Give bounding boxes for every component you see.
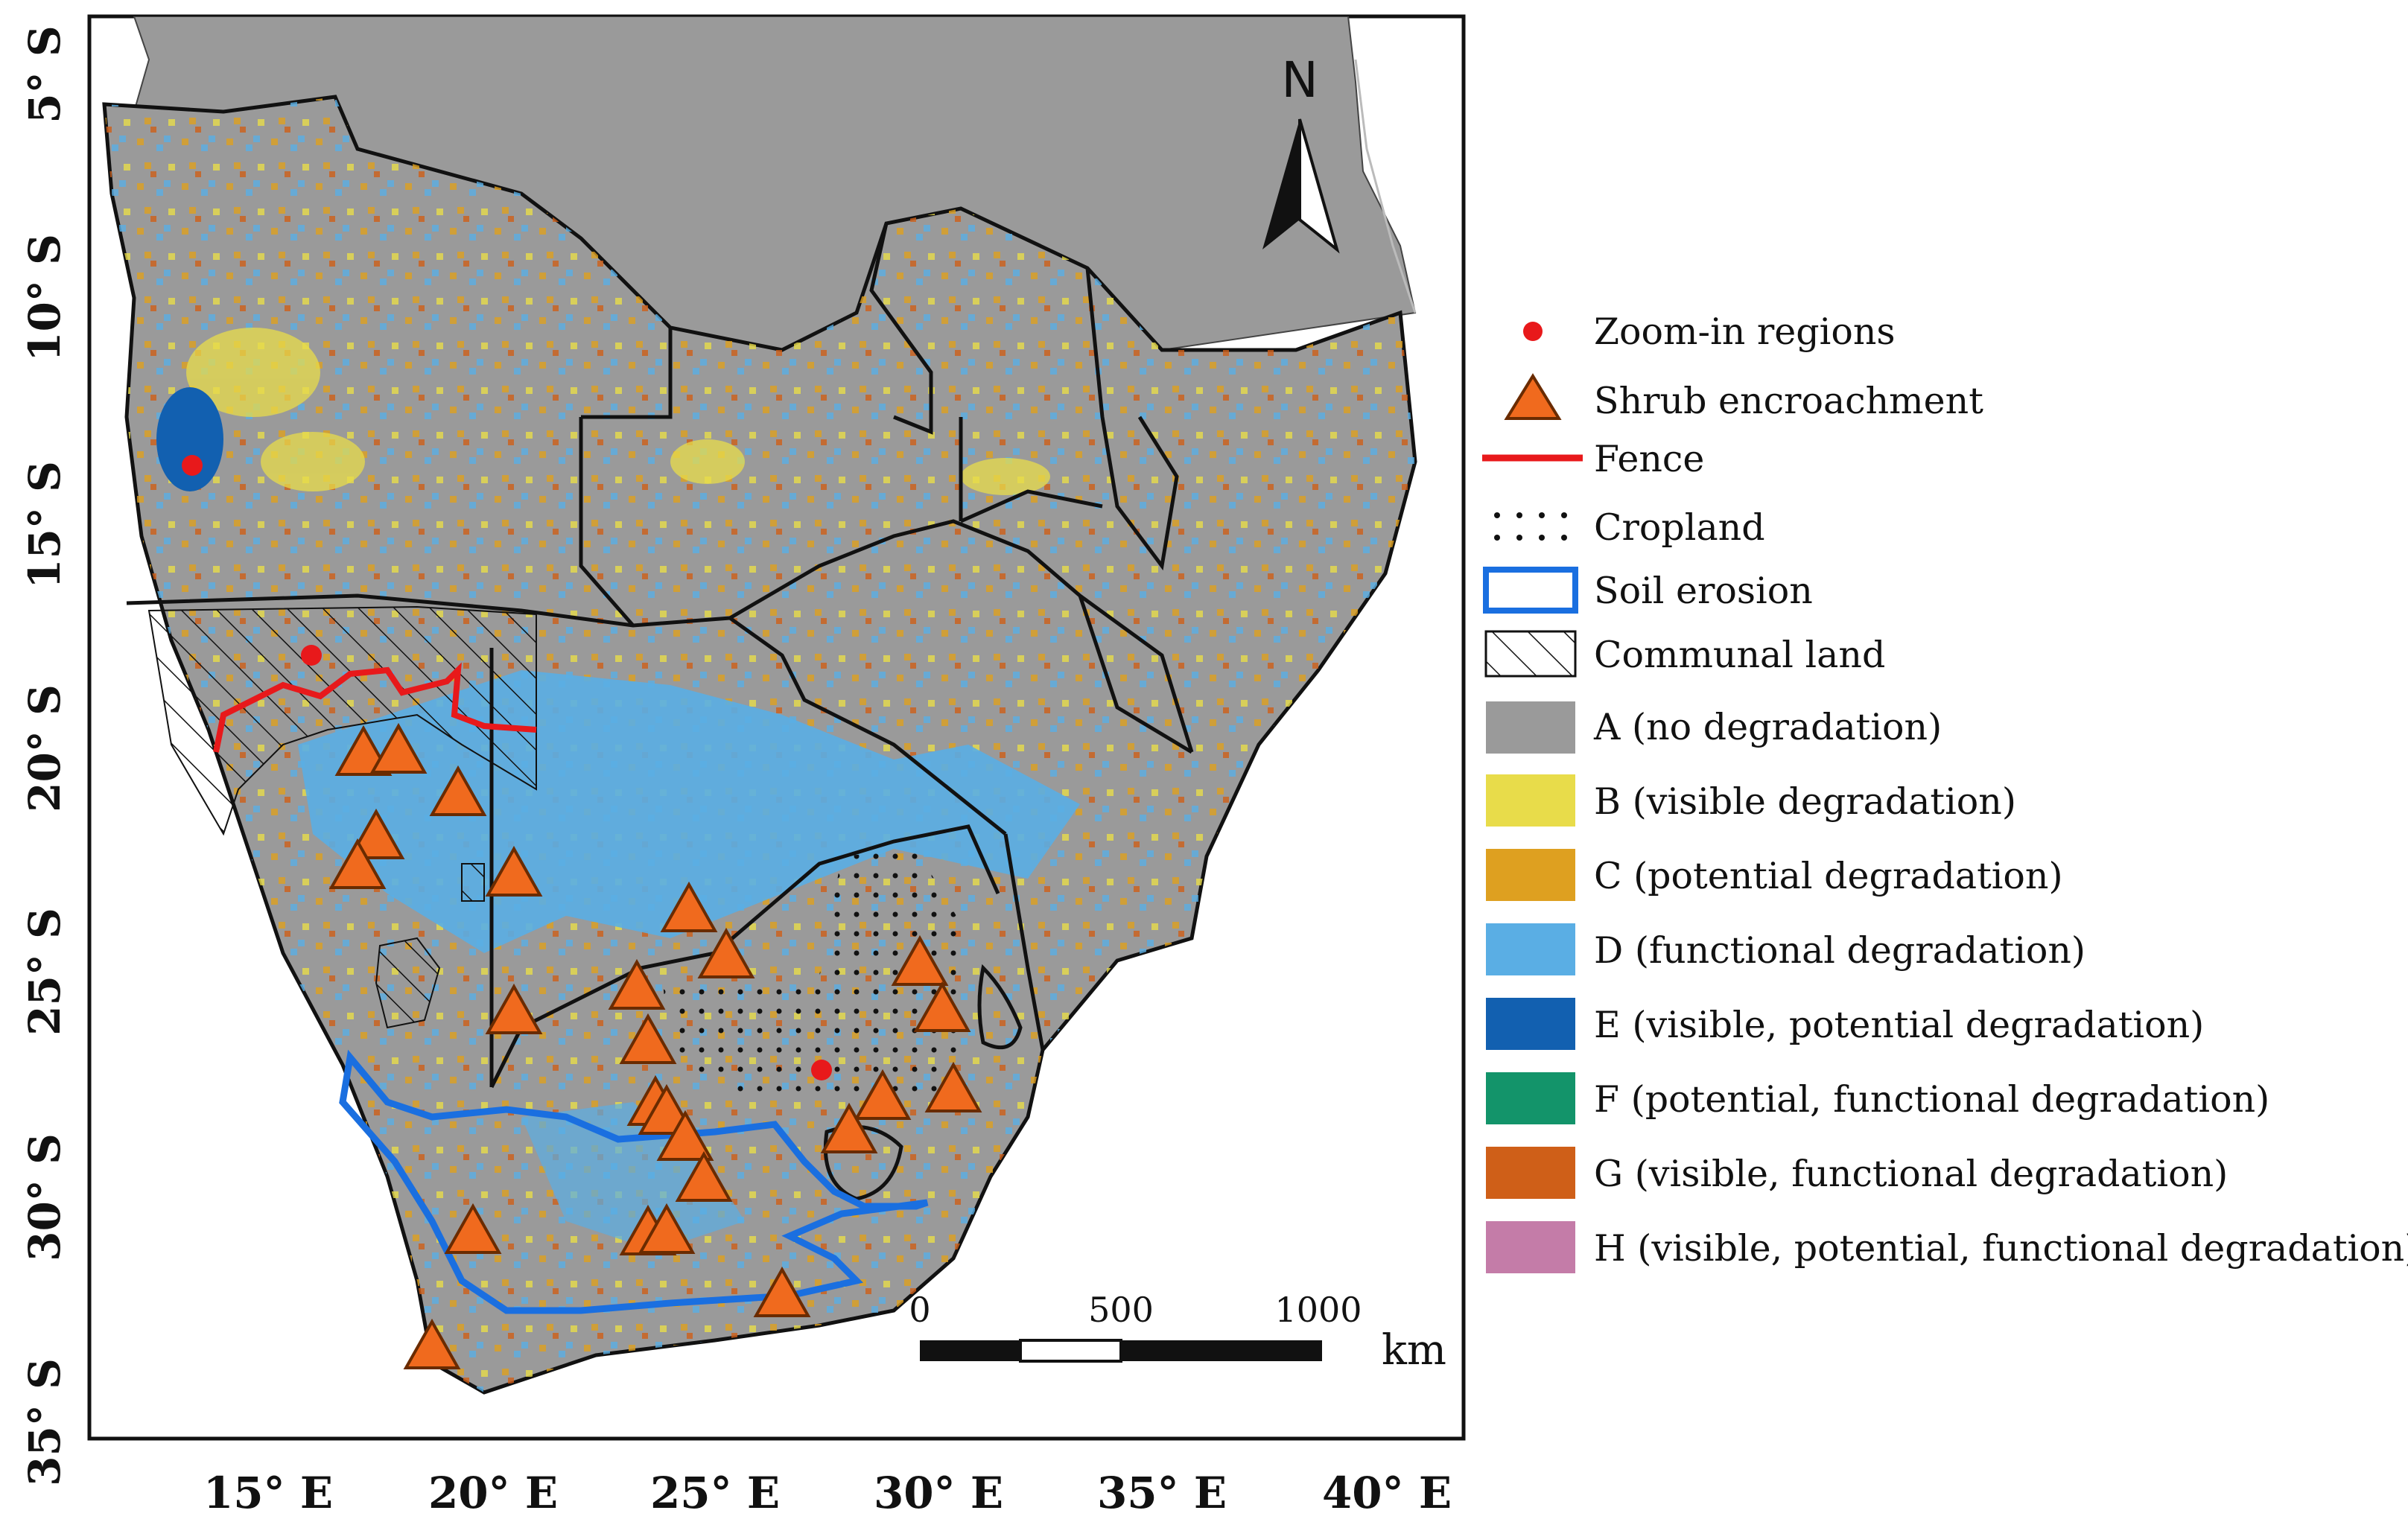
lon-tick-40e: 40° E: [1322, 1468, 1452, 1518]
longitude-ticks: 15° E 20° E 25° E 30° E 35° E 40° E: [203, 1468, 1452, 1518]
lon-tick-25e: 25° E: [650, 1468, 780, 1518]
legend-swatch-f: [1486, 1072, 1575, 1124]
scale-label-0: 0: [909, 1290, 930, 1330]
legend-label-communal: Communal land: [1594, 634, 1885, 676]
legend-swatch-g: [1486, 1147, 1575, 1199]
north-arrow: N: [1262, 51, 1340, 254]
lat-tick-5s: 5° S: [19, 25, 70, 123]
scale-label-500: 500: [1088, 1290, 1154, 1330]
legend-label-erosion: Soil erosion: [1594, 570, 1813, 612]
legend-symbol-zoom: [1523, 322, 1543, 341]
legend-swatch-d: [1486, 923, 1575, 975]
scale-unit: km: [1382, 1326, 1446, 1375]
communal-land-areas: [147, 605, 537, 1029]
legend-symbol-erosion: [1483, 567, 1578, 614]
class-b-patches: [186, 328, 1050, 495]
lon-tick-35e: 35° E: [1097, 1468, 1227, 1518]
legend-label-g: G (visible, functional degradation): [1594, 1153, 2228, 1195]
lat-tick-10s: 10° S: [19, 234, 70, 362]
cropland-area: [663, 849, 968, 1102]
lat-tick-30s: 30° S: [19, 1133, 70, 1261]
north-label: N: [1281, 51, 1318, 109]
scale-label-1000: 1000: [1274, 1290, 1362, 1330]
legend-swatch-h: [1486, 1221, 1575, 1273]
lat-tick-25s: 25° S: [19, 908, 70, 1036]
legend-swatch-a: [1486, 701, 1575, 754]
class-d-zone-south: [521, 1102, 745, 1251]
latitude-ticks: 5° S 10° S 15° S 20° S 25° S 30° S 35° S: [19, 25, 70, 1486]
lat-tick-35s: 35° S: [19, 1358, 70, 1486]
legend-symbol-cropland: [1494, 512, 1567, 541]
legend-label-f: F (potential, functional degradation): [1594, 1078, 2269, 1121]
lon-tick-20e: 20° E: [428, 1468, 558, 1518]
legend: Zoom-in regions Shrub encroachment Fence…: [1482, 311, 2408, 1273]
legend-label-h: H (visible, potential, functional degrad…: [1594, 1227, 2408, 1270]
legend-label-d: D (functional degradation): [1594, 929, 2085, 972]
legend-label-fence: Fence: [1594, 438, 1704, 480]
scale-bar: 0 500 1000 km: [909, 1290, 1446, 1375]
legend-label-zoom: Zoom-in regions: [1594, 311, 1896, 353]
lon-tick-15e: 15° E: [203, 1468, 333, 1518]
lon-tick-30e: 30° E: [874, 1468, 1003, 1518]
fence-line: [213, 662, 537, 753]
lat-tick-15s: 15° S: [19, 461, 70, 589]
legend-label-c: C (potential degradation): [1594, 855, 2063, 897]
legend-symbol-shrub: [1504, 373, 1562, 420]
legend-label-cropland: Cropland: [1594, 506, 1765, 549]
legend-label-a: A (no degradation): [1593, 706, 1942, 748]
zoom-in-markers: [182, 455, 832, 1080]
soil-erosion-area: [339, 1049, 929, 1314]
legend-label-e: E (visible, potential degradation): [1594, 1004, 2204, 1046]
legend-swatch-e: [1486, 998, 1575, 1050]
legend-label-shrub: Shrub encroachment: [1594, 380, 1983, 422]
legend-swatch-c: [1486, 849, 1575, 901]
legend-symbol-communal: [1484, 630, 1577, 678]
legend-swatch-b: [1486, 774, 1575, 827]
shrub-encroachment-markers: [328, 722, 982, 1369]
lat-tick-20s: 20° S: [19, 684, 70, 812]
coastline-ne: [1354, 59, 1417, 313]
class-e-patch: [156, 387, 223, 491]
legend-label-b: B (visible degradation): [1594, 780, 2016, 823]
